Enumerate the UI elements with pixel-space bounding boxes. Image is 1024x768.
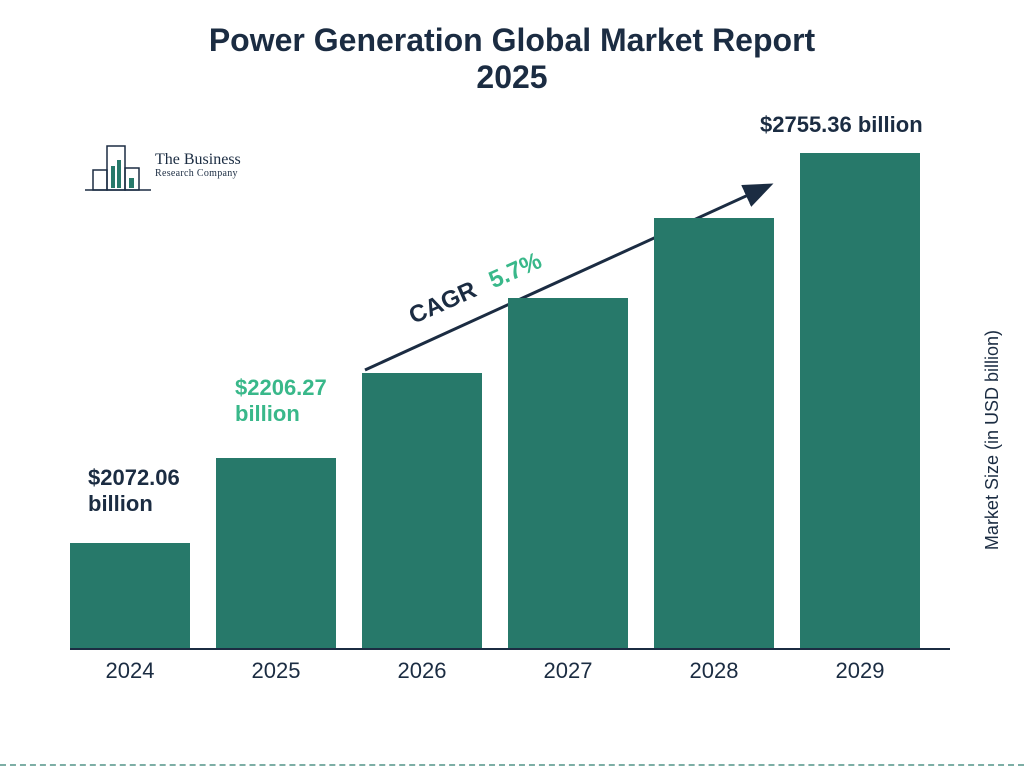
title-line-1: Power Generation Global Market Report (0, 22, 1024, 59)
x-axis (70, 648, 950, 650)
value-label: $2755.36 billion (760, 112, 923, 138)
bars-container: 202420252026202720282029 (70, 148, 950, 648)
bar-group: 2028 (654, 218, 774, 648)
dashed-footer-line (0, 764, 1024, 766)
bar (216, 458, 336, 648)
title-line-2: 2025 (0, 59, 1024, 96)
bar-group: 2025 (216, 458, 336, 648)
bar-group: 2024 (70, 543, 190, 648)
bar (70, 543, 190, 648)
bar-group: 2026 (362, 373, 482, 648)
x-tick-label: 2029 (836, 658, 885, 684)
x-tick-label: 2024 (106, 658, 155, 684)
x-tick-label: 2027 (544, 658, 593, 684)
bar (508, 298, 628, 648)
bar-group: 2029 (800, 153, 920, 648)
x-tick-label: 2028 (690, 658, 739, 684)
chart-title: Power Generation Global Market Report 20… (0, 22, 1024, 96)
bar (362, 373, 482, 648)
y-axis-label: Market Size (in USD billion) (982, 330, 1003, 550)
bar (800, 153, 920, 648)
bar-group: 2027 (508, 298, 628, 648)
x-tick-label: 2025 (252, 658, 301, 684)
chart-area: Market Size (in USD billion) CAGR 5.7% $… (70, 120, 950, 680)
bar (654, 218, 774, 648)
x-tick-label: 2026 (398, 658, 447, 684)
